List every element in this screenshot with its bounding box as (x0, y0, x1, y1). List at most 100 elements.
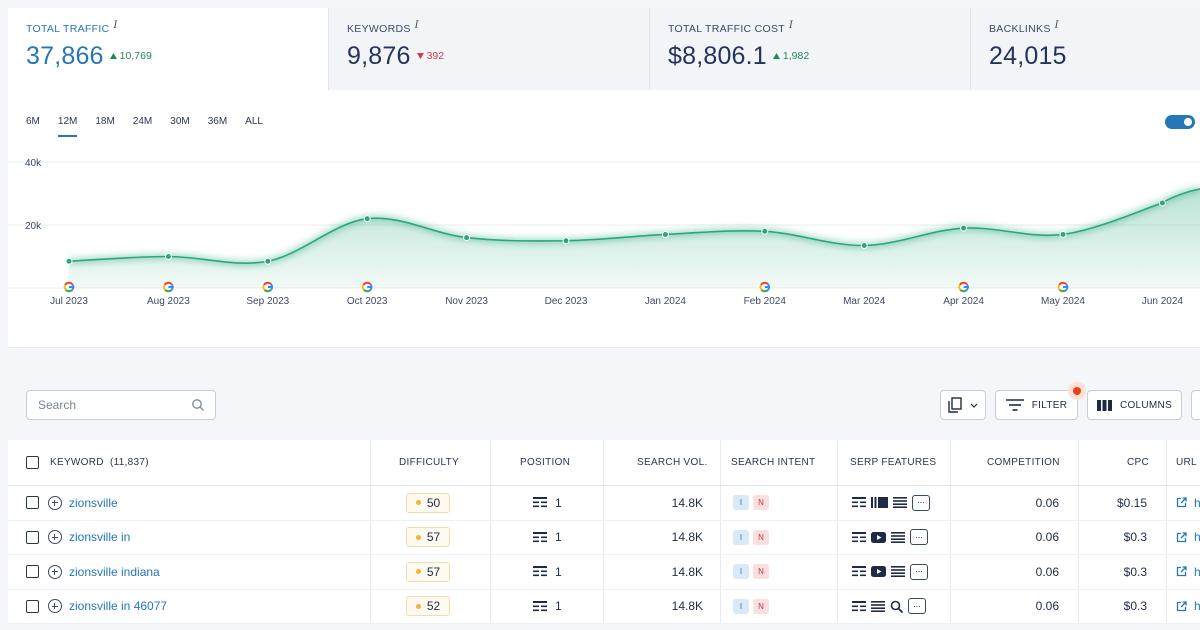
keyword-link[interactable]: zionsville in (69, 530, 131, 545)
add-keyword-icon[interactable] (48, 564, 62, 579)
add-keyword-icon[interactable] (48, 495, 62, 510)
google-update-icon[interactable] (1057, 281, 1069, 293)
external-link-icon[interactable] (1176, 532, 1187, 543)
position-serp-icon (533, 566, 547, 577)
info-icon[interactable]: i (414, 20, 419, 31)
row-checkbox[interactable] (26, 496, 39, 510)
add-keyword-icon[interactable] (48, 599, 62, 614)
column-header-search-intent[interactable]: SEARCH INTENT (731, 457, 816, 468)
chart-data-point[interactable] (463, 234, 471, 242)
range-18m[interactable]: 18M (95, 116, 115, 127)
copy-dropdown-button[interactable] (940, 390, 986, 420)
keyword-search-box (26, 390, 216, 420)
chart-data-point[interactable] (960, 224, 968, 232)
chart-data-point[interactable] (65, 257, 73, 265)
position-value: 1 (555, 564, 562, 579)
metric-label: BACKLINKS (989, 23, 1051, 35)
chart-data-point[interactable] (1158, 199, 1166, 207)
keyword-link[interactable]: zionsville (69, 495, 118, 510)
row-checkbox[interactable] (26, 530, 39, 544)
list-icon (871, 600, 885, 612)
column-header-search-vol[interactable]: SEARCH VOL. (637, 457, 708, 468)
position-serp-icon (533, 497, 547, 508)
info-icon[interactable]: i (789, 20, 794, 31)
intent-badge-informational: I (733, 598, 749, 614)
x-tick-label: May 2024 (1041, 296, 1085, 307)
range-12m[interactable]: 12M (57, 116, 78, 137)
filter-button[interactable]: FILTER (995, 390, 1078, 420)
chart-toggle-switch[interactable] (1165, 115, 1195, 129)
info-icon[interactable]: i (1054, 20, 1059, 31)
range-selector: 6M 12M 18M 24M 30M 36M ALL (26, 116, 281, 137)
arrow-up-icon (109, 53, 117, 59)
info-icon[interactable]: i (113, 20, 118, 31)
chart-data-point[interactable] (860, 241, 868, 249)
metric-card-total-traffic[interactable]: TOTAL TRAFFIC i 37,866 10,769 (8, 8, 329, 90)
url-link[interactable]: h (1194, 564, 1200, 579)
x-tick-label: Oct 2023 (347, 296, 388, 307)
url-link[interactable]: h (1194, 530, 1200, 545)
chart-data-point[interactable] (1059, 230, 1067, 238)
external-link-icon[interactable] (1176, 566, 1187, 577)
more-serp-features-button[interactable]: ... (908, 598, 926, 615)
range-24m[interactable]: 24M (132, 116, 153, 127)
google-update-icon[interactable] (162, 281, 175, 293)
keyword-count: (11,837) (109, 457, 149, 468)
range-all[interactable]: ALL (245, 116, 263, 127)
external-link-icon[interactable] (1176, 497, 1187, 508)
chart-data-point[interactable] (661, 230, 669, 238)
y-tick-label: 40k (25, 158, 42, 169)
search-input[interactable] (38, 391, 188, 419)
x-tick-label: Jun 2024 (1142, 296, 1184, 307)
column-header-position[interactable]: POSITION (520, 457, 571, 468)
columns-button[interactable]: COLUMNS (1087, 390, 1182, 420)
range-30m[interactable]: 30M (170, 116, 190, 127)
row-checkbox[interactable] (26, 565, 39, 579)
x-tick-label: Feb 2024 (744, 296, 787, 307)
filter-icon (1005, 399, 1024, 411)
chart-data-point[interactable] (363, 215, 371, 223)
column-header-keyword[interactable]: KEYWORD (11,837) (50, 457, 149, 468)
google-update-icon[interactable] (261, 281, 274, 293)
metric-card-total-traffic-cost[interactable]: TOTAL TRAFFIC COST i $8,806.1 1,982 (650, 8, 971, 90)
external-link-icon[interactable] (1176, 601, 1187, 612)
metric-card-backlinks[interactable]: BACKLINKS i 24,015 (971, 8, 1200, 90)
range-6m[interactable]: 6M (26, 116, 40, 127)
column-header-serp-features[interactable]: SERP FEATURES (850, 457, 937, 468)
column-header-url[interactable]: URL (1176, 457, 1197, 468)
cpc-value: $0.3 (1123, 564, 1147, 579)
row-checkbox[interactable] (26, 599, 39, 613)
search-icon[interactable] (191, 398, 205, 412)
more-serp-features-button[interactable]: ... (912, 494, 930, 511)
keyword-link[interactable]: zionsville indiana (69, 564, 160, 579)
more-serp-features-button[interactable]: ... (910, 529, 928, 546)
google-update-icon[interactable] (361, 281, 374, 293)
url-link[interactable]: h (1194, 599, 1200, 614)
google-update-icon[interactable] (957, 281, 970, 293)
x-tick-label: Jul 2023 (50, 296, 88, 307)
google-update-icon[interactable] (758, 281, 771, 293)
google-update-icon[interactable] (63, 281, 75, 293)
metrics-bar: TOTAL TRAFFIC i 37,866 10,769 KEYWORDS i 9… (8, 8, 1200, 90)
more-toolbar-button[interactable] (1191, 390, 1200, 420)
chart-data-point[interactable] (761, 227, 769, 235)
add-keyword-icon[interactable] (48, 530, 62, 545)
arrow-up-icon (772, 53, 780, 59)
column-header-difficulty[interactable]: DIFFICULTY (399, 457, 460, 468)
cpc-value: $0.15 (1116, 495, 1147, 510)
url-link[interactable]: h (1194, 495, 1200, 510)
select-all-checkbox[interactable] (26, 456, 39, 469)
serp-features: ... (852, 563, 928, 580)
chart-data-point[interactable] (562, 237, 570, 245)
metric-delta: 1,982 (772, 50, 809, 62)
keyword-link[interactable]: zionsville in 46077 (69, 599, 168, 614)
range-36m[interactable]: 36M (207, 116, 228, 127)
column-header-cpc[interactable]: CPC (1127, 457, 1150, 468)
metric-card-keywords[interactable]: KEYWORDS i 9,876 392 (329, 8, 650, 90)
chart-data-point[interactable] (164, 253, 172, 260)
more-serp-features-button[interactable]: ... (910, 563, 928, 580)
chart-data-point[interactable] (264, 257, 272, 265)
column-header-competition[interactable]: COMPETITION (987, 457, 1060, 468)
position-value: 1 (555, 599, 562, 614)
